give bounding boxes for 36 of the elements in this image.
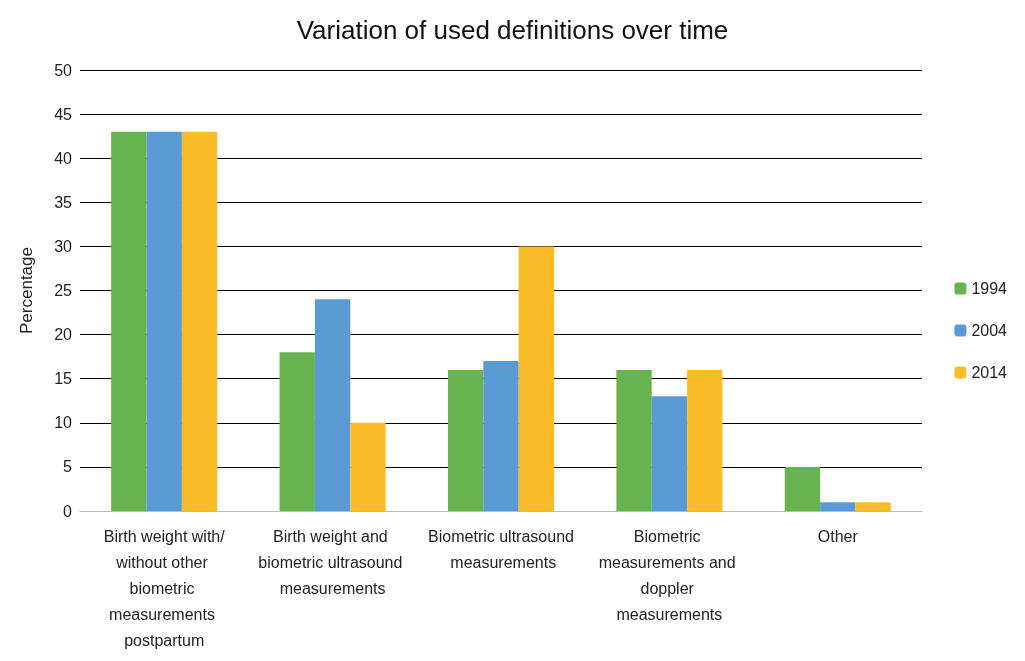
- y-tick-label: 40: [54, 149, 73, 167]
- bar: [784, 466, 821, 511]
- y-tick-label: 5: [63, 458, 73, 476]
- legend-label: 2004: [971, 322, 1008, 339]
- bar: [111, 131, 147, 511]
- y-tick-label: 45: [54, 105, 73, 123]
- y-tick-label: 50: [54, 61, 73, 79]
- y-tick-label: 35: [54, 193, 73, 211]
- x-tick-label: Birth weight with/without other biometric measurements postpartum: [103, 527, 226, 649]
- bar: [820, 502, 856, 511]
- y-tick-label: 0: [63, 502, 73, 520]
- legend-label: 2014: [971, 364, 1008, 381]
- bar: [146, 131, 182, 511]
- bar: [181, 131, 218, 511]
- y-tick-label: 15: [54, 370, 73, 388]
- bar: [518, 246, 555, 511]
- bar: [687, 369, 723, 511]
- x-tick-label: Other: [817, 527, 859, 545]
- y-tick-label: 20: [54, 326, 73, 344]
- x-tick-label: Birth weight and biometric ultrasound measurements: [258, 527, 407, 597]
- bar: [483, 361, 519, 511]
- chart-title: Variation of used definitions over time: [296, 15, 729, 45]
- y-tick-label: 10: [54, 414, 73, 432]
- bar: [651, 396, 688, 511]
- y-axis-title: Percentage: [17, 247, 36, 334]
- x-tick-label: Biometric ultrasound measurements: [428, 527, 574, 571]
- y-tick-label: 25: [54, 282, 73, 299]
- legend-label: 1994: [971, 280, 1008, 297]
- bar: [616, 369, 652, 511]
- y-tick-label: 30: [54, 237, 73, 255]
- bar: [314, 299, 351, 511]
- bar: [855, 502, 891, 511]
- bar: [279, 352, 315, 511]
- bar: [447, 369, 484, 511]
- x-tick-label: Biometric measurements and doppler measurements: [598, 527, 741, 623]
- bar: [350, 422, 386, 511]
